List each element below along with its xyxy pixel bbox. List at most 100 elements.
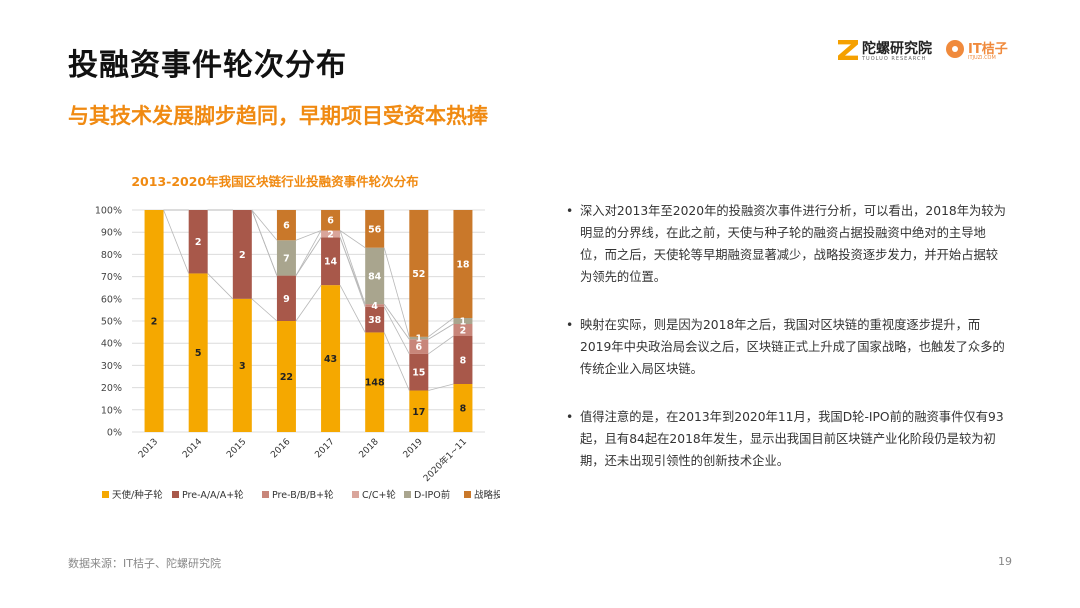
stacked-bar-chart: 2013-2020年我国区块链行业投融资事件轮次分布 2523222976431…: [95, 174, 513, 501]
bar-segment: [365, 210, 385, 248]
series-connector-line: [251, 209, 278, 276]
series-connector-line: [428, 317, 454, 338]
data-label: 22: [280, 372, 293, 383]
bar-segment: [276, 321, 296, 432]
bar-segment: [453, 210, 473, 318]
bullet-1: 深入对2013年至2020年的投融资次事件进行分析，可以看出，2018年为较为明…: [566, 200, 1006, 288]
chart-container: 2013-2020年我国区块链行业投融资事件轮次分布 2 5 2 3 2 22 9 7 6 43 1…: [60, 170, 513, 515]
tuoluo-logo-name: 陀螺研究院: [862, 41, 932, 57]
data-label: 2: [195, 237, 202, 248]
x-tick-label: 2017: [313, 437, 336, 460]
data-label: 17: [412, 407, 425, 418]
data-label: 8: [460, 356, 467, 367]
series-connector-line: [207, 273, 234, 300]
bar-segment: [276, 210, 296, 241]
y-tick-label: 100%: [95, 206, 122, 217]
bar-segment: [276, 275, 296, 321]
legend-swatch: [172, 491, 179, 498]
bar-segment: [409, 390, 429, 432]
bar-segment: [144, 210, 164, 432]
series-connector-line: [251, 298, 278, 322]
bar-segment: [365, 304, 385, 307]
data-label: 52: [412, 269, 425, 280]
legend-entry: Pre-B/B/B+轮: [272, 489, 334, 501]
bar-segment: [453, 336, 473, 384]
bar-segment: [321, 230, 341, 238]
data-label: 43: [324, 354, 337, 365]
bullet-3: 值得注意的是，在2013年到2020年11月，我国D轮-IPO前的融资事件仅有9…: [566, 406, 1006, 472]
data-label: 84: [368, 271, 382, 282]
y-tick-label: 10%: [101, 405, 122, 416]
data-label: 56: [368, 224, 382, 235]
itjuzi-logo-sub: ITJUZI.COM: [968, 55, 996, 61]
bar-segment: [188, 273, 208, 432]
x-tick-label: 2020年1~11: [421, 436, 470, 485]
x-tick-label: 2018: [358, 437, 381, 460]
page-subtitle: 与其技术发展脚步趋同，早期项目受资本热捧: [68, 104, 488, 128]
data-label: 15: [412, 368, 425, 379]
series-connector-line: [295, 237, 322, 276]
bar-segment: [321, 210, 341, 231]
legend-swatch: [464, 491, 471, 498]
legend-entry: 天使/种子轮: [112, 489, 163, 501]
x-tick-label: 2013: [137, 437, 160, 460]
y-tick-label: 80%: [101, 250, 122, 261]
series-connector-line: [383, 332, 410, 391]
series-connector-line: [383, 303, 410, 340]
y-tick-label: 70%: [101, 272, 122, 283]
analysis-text: 深入对2013年至2020年的投融资次事件进行分析，可以看出，2018年为较为明…: [566, 200, 1006, 498]
y-tick-label: 20%: [101, 383, 122, 394]
series-connector-line: [163, 209, 190, 274]
series-connector-line: [428, 335, 454, 355]
data-label: 1: [416, 334, 423, 345]
data-label: 14: [324, 257, 338, 268]
data-label: 1: [460, 317, 467, 328]
logo-area: 陀螺研究院 TUOLUO RESEARCH IT桔子 ITJUZI.COM: [838, 38, 1018, 66]
legend-entry: 战略投资: [474, 489, 500, 501]
x-tick-label: 2015: [225, 437, 248, 460]
data-label: 148: [365, 378, 385, 389]
tuoluo-z-icon: [838, 40, 858, 60]
bullet-2: 映射在实际，则是因为2018年之后，我国对区块链的重视度逐步提升，而2019年中…: [566, 314, 1006, 380]
data-label: 6: [416, 342, 423, 353]
page-number: 19: [998, 555, 1012, 568]
tuoluo-logo-sub: TUOLUO RESEARCH: [862, 56, 927, 62]
bar-segment: [453, 324, 473, 336]
chart-title: 2013-2020年我国区块链行业投融资事件轮次分布: [131, 174, 419, 189]
series-connector-line: [383, 306, 410, 355]
series-connector-line: [339, 230, 366, 305]
bar-segment: [453, 384, 473, 432]
itjuzi-logo-name: IT桔子: [968, 42, 1008, 57]
series-connector-line: [251, 209, 278, 241]
series-connector-line: [428, 323, 454, 340]
legend-entry: Pre-A/A/A+轮: [182, 489, 244, 501]
series-connector-line: [295, 284, 322, 322]
data-label: 2: [327, 229, 334, 240]
data-label: 4: [371, 301, 378, 312]
series-connector-line: [295, 230, 322, 241]
bar-segment: [453, 318, 473, 324]
data-label: 2: [151, 317, 158, 328]
bar-segment: [232, 210, 252, 299]
bar-segment: [409, 336, 429, 340]
y-tick-label: 0%: [107, 428, 122, 439]
bar-segment: [409, 339, 429, 354]
bar-segment: [365, 332, 385, 432]
x-tick-label: 2016: [269, 437, 292, 460]
data-label: 6: [327, 216, 334, 227]
data-label: 7: [283, 253, 290, 264]
series-connector-line: [383, 247, 410, 337]
bar-segment: [365, 306, 385, 333]
data-label: 9: [283, 294, 290, 305]
data-label: 5: [195, 348, 202, 359]
orange-icon: [946, 40, 964, 58]
data-label: 18: [456, 260, 470, 271]
series-connector-line: [339, 230, 366, 249]
y-tick-label: 50%: [101, 317, 122, 328]
data-label: 2: [460, 326, 467, 337]
legend-entry: C/C+轮: [362, 489, 396, 501]
series-connector-line: [428, 383, 454, 391]
y-tick-label: 90%: [101, 228, 122, 239]
y-tick-label: 30%: [101, 361, 122, 372]
bar-segment: [409, 353, 429, 391]
